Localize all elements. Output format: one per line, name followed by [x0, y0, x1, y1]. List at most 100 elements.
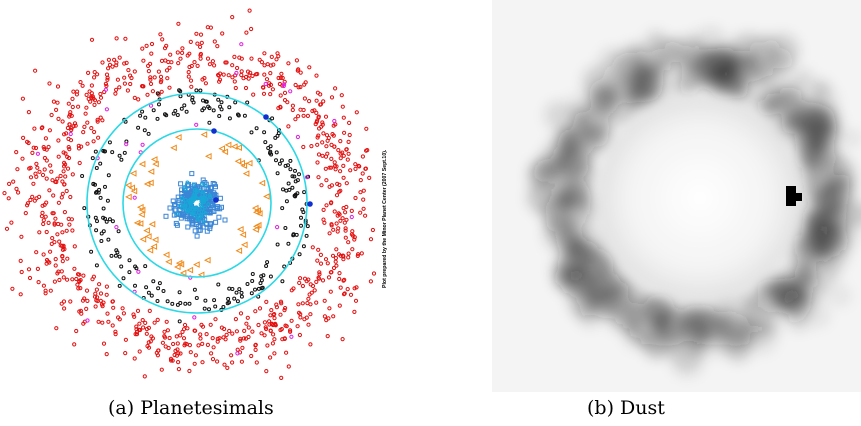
scattered-object-point — [290, 107, 295, 113]
scattered-object-point — [361, 206, 366, 211]
trojan-triangle-point — [224, 141, 232, 149]
scattered-object-point — [314, 110, 319, 116]
asteroid-point — [170, 198, 176, 204]
scattered-object-point — [42, 167, 47, 172]
scattered-object-point — [313, 122, 318, 127]
outer-object-point — [281, 187, 285, 192]
scattered-object-point — [333, 167, 338, 172]
dust-clump — [828, 284, 852, 308]
scattered-object-point — [296, 302, 301, 307]
outer-object-point — [216, 97, 221, 102]
scattered-object-point — [308, 282, 313, 287]
scattered-object-point — [298, 315, 303, 320]
scattered-object-point — [331, 133, 336, 138]
scattered-object-point — [225, 365, 230, 370]
scattered-object-point — [152, 320, 157, 325]
inner-object-point — [202, 198, 207, 203]
scattered-object-point — [253, 343, 258, 348]
scattered-object-point — [222, 362, 227, 367]
scattered-object-point — [144, 331, 149, 336]
inner-object-point — [200, 182, 205, 187]
scattered-object-point — [178, 351, 183, 356]
scattered-object-point — [134, 324, 139, 329]
outer-object-point — [115, 250, 120, 255]
scattered-object-point — [282, 90, 288, 96]
scattered-object-point — [270, 341, 275, 346]
outer-object-point — [99, 239, 104, 243]
scattered-object-point — [163, 344, 168, 349]
scattered-object-point — [120, 306, 125, 311]
scattered-object-point — [248, 70, 253, 75]
scattered-object-point — [270, 87, 275, 92]
outer-object-point — [259, 286, 264, 291]
scattered-object-point — [347, 120, 352, 126]
scattered-object-point — [327, 165, 332, 170]
scattered-object-point — [340, 253, 346, 258]
scattered-object-point — [35, 266, 41, 271]
scattered-object-point — [105, 311, 110, 316]
scattered-object-point — [47, 260, 52, 265]
scattered-object-point — [142, 374, 147, 379]
scattered-object-point — [241, 76, 246, 81]
scattered-object-point — [159, 89, 164, 94]
scattered-object-point — [314, 98, 319, 103]
asteroid-point — [175, 194, 181, 200]
outer-object-point — [234, 290, 239, 295]
scattered-object-point — [289, 288, 294, 293]
inner-object-point — [191, 210, 196, 215]
scattered-object-point — [141, 58, 146, 63]
outer-object-point — [304, 233, 309, 238]
outer-object-point — [133, 283, 137, 288]
trojan-triangle-point — [238, 159, 245, 167]
scattered-object-point — [55, 271, 60, 276]
planetesimals-scatter: Plot prepared by the Minor Planet Center… — [2, 8, 388, 380]
scattered-object-point — [33, 145, 39, 151]
inner-object-point — [200, 190, 205, 195]
scattered-object-point — [262, 63, 267, 68]
scattered-object-point — [23, 211, 28, 216]
scattered-object-point — [233, 85, 238, 91]
scattered-object-point — [215, 44, 220, 49]
scattered-object-point — [247, 8, 252, 13]
scattered-object-point — [6, 196, 11, 201]
scattered-object-point — [44, 158, 49, 163]
scattered-object-point — [288, 328, 293, 333]
scattered-object-point — [81, 321, 86, 326]
scattered-object-point — [148, 339, 153, 344]
scattered-object-point — [308, 312, 313, 317]
scattered-object-point — [141, 325, 146, 330]
outer-object-point — [211, 108, 216, 113]
scattered-object-point — [250, 329, 255, 334]
outer-object-point — [127, 258, 132, 263]
dust-map — [492, 0, 861, 392]
trojan-triangle-point — [147, 168, 155, 175]
scattered-object-point — [324, 318, 329, 323]
outer-object-point — [282, 264, 287, 269]
scattered-object-point — [148, 77, 153, 82]
scattered-object-point — [198, 44, 203, 50]
dust-clump — [629, 43, 658, 72]
scattered-object-point — [274, 305, 279, 310]
inner-object-point — [197, 217, 202, 221]
scattered-object-point — [49, 169, 54, 174]
scattered-object-point — [344, 147, 349, 152]
scattered-object-point — [59, 222, 64, 227]
scattered-object-point — [221, 72, 226, 77]
outer-object-point — [239, 294, 244, 299]
outer-object-point — [157, 102, 161, 107]
scattered-object-point — [316, 247, 321, 252]
scattered-object-point — [158, 74, 164, 80]
scattered-object-point — [55, 176, 60, 181]
scattered-object-point — [278, 75, 283, 81]
scattered-object-point — [208, 322, 213, 327]
scattered-object-point — [221, 335, 226, 340]
planet-position-block — [796, 193, 802, 201]
scattered-object-point — [286, 61, 291, 66]
scattered-object-point — [344, 217, 349, 222]
outer-object-point — [217, 114, 222, 118]
dust-clump — [593, 110, 613, 130]
outer-object-point — [119, 157, 124, 162]
scattered-object-point — [329, 223, 334, 228]
outer-object-point — [245, 282, 250, 286]
scattered-object-point — [98, 95, 104, 100]
